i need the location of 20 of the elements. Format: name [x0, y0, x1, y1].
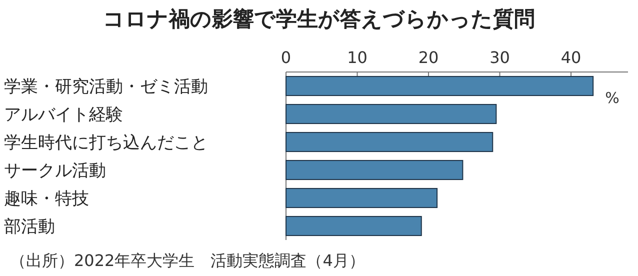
bar	[286, 76, 594, 96]
chart-title: コロナ禍の影響で学生が答えづらかった質問	[103, 7, 535, 31]
y-tick-label: アルバイト経験	[4, 105, 123, 125]
y-tick-label: 部活動	[4, 217, 55, 237]
bar	[286, 132, 494, 152]
bar	[286, 188, 438, 208]
x-tick-label: 40	[560, 48, 582, 67]
y-tick-label: 学業・研究活動・ゼミ活動	[4, 77, 208, 97]
bar	[286, 160, 464, 180]
text: （出所）2022年卒大学生 活動実態調査（4月）	[10, 251, 365, 270]
x-tick-label: 10	[347, 48, 368, 67]
y-tick-label: サークル活動	[4, 161, 106, 181]
bar	[286, 104, 497, 124]
x-tick-label: 0	[280, 48, 292, 67]
y-tick-label: 学生時代に打ち込んだこと	[4, 133, 208, 153]
bar	[286, 216, 422, 236]
x-axis-title: %	[605, 89, 620, 107]
x-tick-label: 20	[418, 48, 439, 67]
x-tick-label: 30	[490, 48, 510, 67]
y-tick-label: 趣味・特技	[4, 189, 89, 209]
